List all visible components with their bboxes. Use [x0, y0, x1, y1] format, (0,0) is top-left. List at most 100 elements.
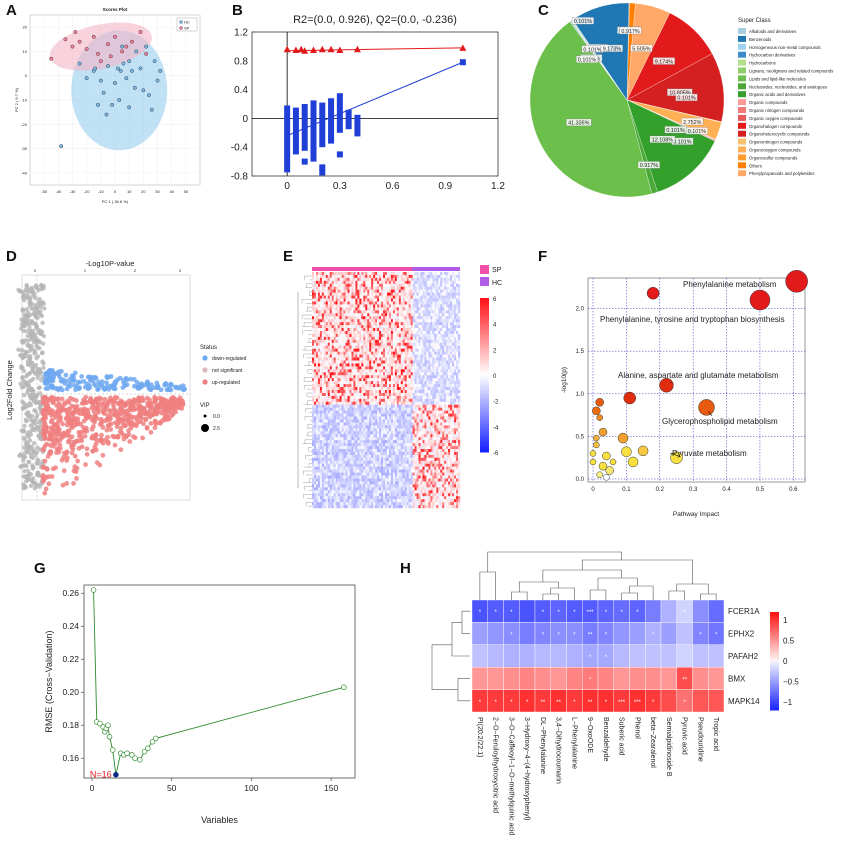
e-heat-cell	[345, 395, 348, 400]
e-heat-cell	[337, 277, 340, 282]
e-heat-cell	[416, 280, 419, 284]
e-heat-cell	[357, 333, 360, 338]
e-heat-cell	[379, 292, 382, 296]
e-heat-cell	[353, 310, 356, 314]
e-heat-cell	[312, 354, 315, 358]
d-ns-point	[25, 362, 31, 367]
e-heat-cell	[442, 375, 445, 379]
a-hc-point	[130, 68, 134, 73]
e-heat-cell	[357, 325, 360, 329]
e-heat-cell	[406, 354, 409, 358]
e-heat-cell	[440, 298, 443, 302]
e-heat-cell	[422, 272, 425, 276]
e-heat-cell	[398, 381, 401, 385]
e-heat-cell	[327, 274, 330, 279]
e-heat-cell	[410, 336, 413, 341]
e-heat-cell	[319, 295, 323, 299]
e-heat-cell	[406, 304, 409, 308]
e-heat-cell	[406, 392, 409, 397]
a-sp-point	[124, 44, 129, 49]
e-heat-cell	[396, 274, 400, 279]
e-heat-cell	[333, 283, 336, 287]
e-heat-cell	[377, 360, 380, 364]
e-heat-cell	[371, 316, 374, 320]
e-heat-cell	[351, 369, 354, 373]
e-heat-cell	[327, 316, 330, 320]
e-heat-cell	[365, 360, 368, 364]
e-heat-cell	[331, 366, 334, 370]
e-heat-cell	[343, 280, 346, 284]
e-heat-cell	[424, 384, 427, 388]
e-heat-cell	[444, 283, 447, 287]
e-heat-cell	[339, 295, 342, 299]
e-heat-cell	[381, 378, 384, 382]
e-heat-cell	[365, 325, 368, 329]
e-heat-cell	[436, 360, 439, 364]
e-heat-cell	[315, 298, 319, 302]
e-heat-cell	[369, 375, 372, 379]
e-heat-cell	[361, 351, 364, 355]
e-heat-cell	[432, 295, 435, 299]
e-heat-cell	[345, 372, 348, 376]
e-heat-cell	[448, 336, 451, 341]
e-heat-cell	[438, 345, 441, 349]
e-heat-cell	[458, 342, 461, 346]
e-heat-cell	[430, 280, 433, 284]
e-heat-cell	[347, 390, 350, 394]
e-heat-cell	[416, 304, 419, 308]
e-heat-cell	[381, 395, 384, 400]
e-heat-cell	[319, 348, 323, 352]
e-heat-cell	[412, 366, 415, 370]
a-x-tick: 30	[155, 189, 160, 194]
e-heat-cell	[321, 363, 325, 367]
e-heat-cell	[325, 384, 328, 388]
e-heat-cell	[398, 298, 401, 302]
e-heat-cell	[410, 401, 413, 405]
e-heat-cell	[446, 298, 449, 302]
e-heat-cell	[406, 328, 409, 332]
e-heat-cell	[363, 354, 366, 358]
e-heat-cell	[434, 366, 437, 370]
e-heat-cell	[379, 325, 382, 329]
e-heat-cell	[436, 369, 439, 373]
e-heat-cell	[363, 301, 366, 305]
e-heat-cell	[392, 375, 396, 379]
e-heat-cell	[450, 381, 453, 385]
e-heat-cell	[446, 313, 449, 317]
e-heat-cell	[321, 272, 325, 276]
e-heat-cell	[440, 378, 443, 382]
e-heat-cell	[383, 345, 386, 349]
e-heat-cell	[315, 301, 319, 305]
e-heat-cell	[396, 292, 400, 296]
e-heat-cell	[444, 325, 447, 329]
e-heat-cell	[381, 357, 384, 361]
e-heat-cell	[408, 277, 411, 282]
e-heat-cell	[349, 390, 352, 394]
e-heat-cell	[357, 351, 360, 355]
d-down-point	[82, 384, 88, 390]
e-heat-cell	[426, 384, 429, 388]
d-ns-point	[33, 305, 39, 310]
e-heat-cell	[369, 333, 372, 338]
e-heat-cell	[390, 395, 394, 400]
e-heat-cell	[361, 304, 364, 308]
e-heat-cell	[319, 390, 323, 394]
e-heat-cell	[349, 286, 352, 290]
e-heat-cell	[343, 375, 346, 379]
e-heat-cell	[385, 375, 388, 379]
e-heat-cell	[452, 283, 455, 287]
e-heat-cell	[315, 363, 319, 367]
e-heat-cell	[325, 298, 328, 302]
a-sp-point	[96, 51, 100, 56]
e-heat-cell	[438, 392, 441, 397]
d-ns-point	[35, 461, 40, 466]
e-heat-cell	[355, 384, 358, 388]
e-heat-cell	[418, 354, 421, 358]
a-hc-point	[124, 76, 129, 81]
e-heat-cell	[438, 366, 441, 370]
e-heat-cell	[444, 381, 447, 385]
e-heat-cell	[321, 369, 325, 373]
e-heat-cell	[396, 354, 400, 358]
e-heat-cell	[369, 404, 372, 408]
a-sp-point	[105, 42, 110, 47]
